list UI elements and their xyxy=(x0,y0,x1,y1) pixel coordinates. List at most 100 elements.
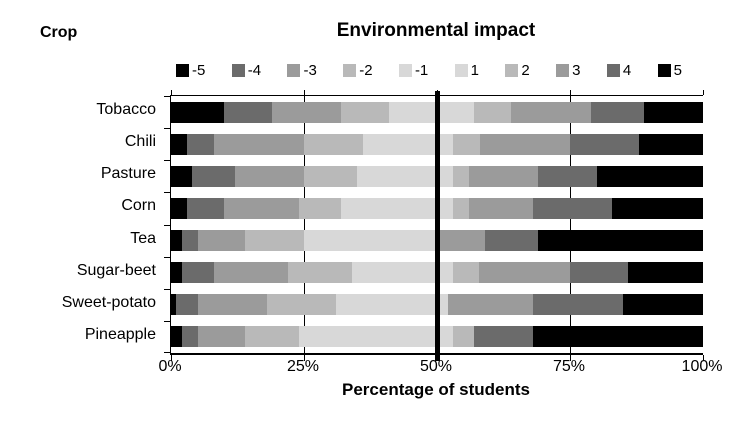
legend-item: 4 xyxy=(606,62,632,79)
bar-segment xyxy=(298,197,342,219)
legend-item: -5 xyxy=(176,62,205,79)
y-axis-tick xyxy=(164,160,170,162)
bar-segment xyxy=(335,294,437,316)
bar-segment xyxy=(171,101,225,123)
bar-segment xyxy=(197,294,267,316)
bar-segment xyxy=(612,197,703,219)
legend-swatch-icon xyxy=(398,64,412,77)
bar-segment xyxy=(436,133,453,155)
category-label: Tobacco xyxy=(96,101,156,119)
category-label: Pasture xyxy=(100,165,156,183)
bar-segment xyxy=(569,262,629,284)
bar-segment xyxy=(234,165,304,187)
bar-segment xyxy=(452,262,480,284)
legend-item: -4 xyxy=(231,62,261,79)
bar-segment xyxy=(468,197,533,219)
legend-swatch-icon xyxy=(556,64,570,77)
bar-segment xyxy=(298,326,437,348)
bar-segment xyxy=(186,133,214,155)
bar-segment xyxy=(303,165,358,187)
x-axis-tick xyxy=(170,355,172,361)
gridline xyxy=(569,96,571,353)
bar-segment xyxy=(436,101,475,123)
bar-segment xyxy=(452,165,469,187)
x-axis-top-tick xyxy=(303,90,305,95)
legend: -5 -4 -3 -2 -1 1 2 3 4 5 xyxy=(176,62,682,79)
bar-row-corn xyxy=(171,197,703,219)
bar-row-tobacco xyxy=(171,101,703,123)
bar-segment xyxy=(245,326,299,348)
y-axis-tick xyxy=(164,96,170,97)
legend-label: 1 xyxy=(470,62,480,79)
x-axis-tick xyxy=(702,355,704,361)
legend-swatch-icon xyxy=(343,64,357,77)
bar-segment xyxy=(192,165,235,187)
bar-segment xyxy=(213,133,304,155)
bar-segment xyxy=(436,165,453,187)
bar-row-pineapple xyxy=(171,326,703,348)
y-axis-tick xyxy=(164,288,170,290)
bar-segment xyxy=(532,326,703,348)
y-axis-tick xyxy=(164,192,170,194)
bar-segment xyxy=(474,326,533,348)
bar-segment xyxy=(436,326,453,348)
legend-label: -1 xyxy=(414,62,429,79)
legend-label: 5 xyxy=(673,62,682,79)
legend-swatch-icon xyxy=(287,64,301,77)
bar-segment xyxy=(452,326,475,348)
bar-segment xyxy=(303,133,363,155)
legend-label: 4 xyxy=(622,62,632,79)
crop-axis-label: Crop xyxy=(40,24,78,41)
bar-segment xyxy=(171,165,193,187)
bar-row-chili xyxy=(171,133,703,155)
x-tick-label: 50% xyxy=(419,358,453,375)
category-label: Corn xyxy=(121,197,156,215)
bar-segment xyxy=(171,326,182,348)
legend-swatch-icon xyxy=(176,64,189,77)
bar-segment xyxy=(447,294,533,316)
legend-item: 5 xyxy=(657,62,682,79)
legend-swatch-icon xyxy=(657,64,671,77)
bar-segment xyxy=(341,101,390,123)
bar-row-sugar-beet xyxy=(171,262,703,284)
legend-label: 2 xyxy=(521,62,530,79)
bar-segment xyxy=(479,262,570,284)
bar-segment xyxy=(436,230,485,252)
bar-segment xyxy=(538,230,703,252)
legend-swatch-icon xyxy=(231,64,245,77)
bar-segment xyxy=(171,197,187,219)
bar-segment xyxy=(596,165,703,187)
y-axis-tick xyxy=(164,224,170,226)
bar-segment xyxy=(436,262,453,284)
legend-swatch-icon xyxy=(505,64,519,77)
category-label: Chili xyxy=(124,133,156,151)
bar-segment xyxy=(644,101,703,123)
bar-segment xyxy=(569,133,640,155)
bar-segment xyxy=(362,133,437,155)
x-axis-tick xyxy=(303,355,305,361)
legend-item: 1 xyxy=(454,62,480,79)
bar-segment xyxy=(532,294,624,316)
x-axis-tick xyxy=(569,355,571,361)
legend-item: 2 xyxy=(505,62,530,79)
bar-row-pasture xyxy=(171,165,703,187)
bar-segment xyxy=(288,262,352,284)
bar-segment xyxy=(266,294,336,316)
bar-segment xyxy=(511,101,592,123)
bar-segment xyxy=(479,133,570,155)
bar-segment xyxy=(224,197,299,219)
bar-segment xyxy=(532,197,613,219)
x-tick-label: 25% xyxy=(286,358,320,375)
bar-segment xyxy=(351,262,437,284)
bar-segment xyxy=(224,101,273,123)
bar-segment xyxy=(452,133,480,155)
bar-segment xyxy=(303,230,437,252)
bar-segment xyxy=(171,294,177,316)
legend-item: 3 xyxy=(556,62,580,79)
legend-item: -1 xyxy=(398,62,429,79)
bar-segment xyxy=(389,101,437,123)
bar-row-tea xyxy=(171,230,703,252)
bar-segment xyxy=(186,197,225,219)
legend-item: -2 xyxy=(343,62,373,79)
bar-segment xyxy=(452,197,469,219)
